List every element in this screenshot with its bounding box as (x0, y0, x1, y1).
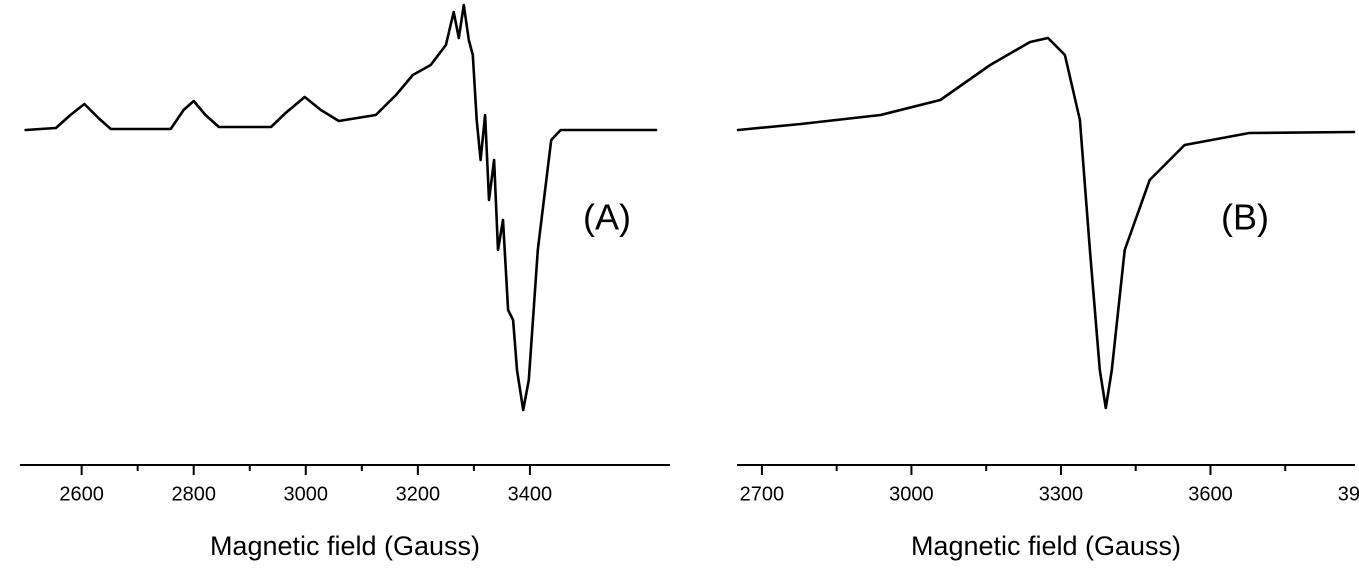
x-tick-label: 3000 (889, 483, 934, 505)
panel-label: (B) (1221, 197, 1269, 238)
x-tick-label: 2700 (740, 483, 785, 505)
x-tick-label: 3200 (396, 483, 441, 505)
x-tick-label: 2800 (171, 483, 216, 505)
x-tick-label: 3300 (1039, 483, 1084, 505)
spectrum-line (24, 3, 658, 412)
x-axis-label: Magnetic field (Gauss) (911, 531, 1181, 561)
x-axis-label: Magnetic field (Gauss) (210, 531, 480, 561)
panel-label: (A) (583, 197, 631, 238)
x-tick-label: 2600 (59, 483, 104, 505)
spectrum-line (736, 36, 1356, 410)
x-tick-label: 3600 (1188, 483, 1233, 505)
x-tick-label: 3000 (284, 483, 329, 505)
x-tick-label: 3900 (1338, 483, 1359, 505)
x-tick-label: 3400 (508, 483, 553, 505)
